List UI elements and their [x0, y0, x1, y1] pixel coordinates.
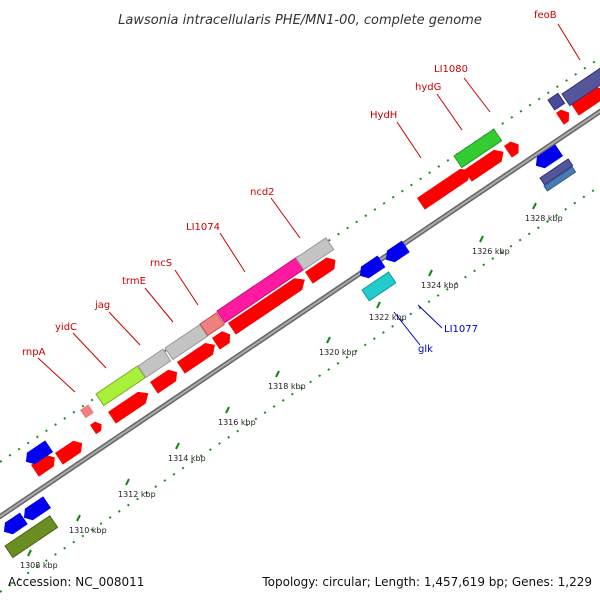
feature-jag-gray[interactable] [137, 348, 172, 379]
accession-label: Accession: NC_008011 [8, 575, 144, 589]
ruler-tick-mark [125, 478, 130, 486]
ruler-tick-label: 1320 kbp [319, 348, 357, 357]
cds-arrow-forward-13[interactable] [571, 83, 600, 116]
cds-arrow-forward-11[interactable] [504, 139, 523, 158]
gene-label-feob[interactable]: feoB [534, 10, 557, 21]
ruler-tick-mark [275, 370, 280, 378]
ruler-tick-mark [479, 235, 484, 243]
gene-label-hydh[interactable]: HydH [370, 110, 397, 121]
feature-olive[interactable] [4, 515, 59, 559]
gene-label-li1080[interactable]: LI1080 [434, 64, 468, 75]
ruler-track: 1308 kbp 1310 kbp 1312 kbp 1314 kbp 1316 kbp… [0, 185, 600, 593]
ruler-tick-label: 1316 kbp [218, 418, 256, 427]
cds-arrow-reverse-2[interactable] [0, 512, 28, 538]
ruler-tick-mark [428, 269, 433, 277]
label-callout-lines-reverse [393, 304, 443, 346]
label-callout-lines [37, 23, 581, 393]
ruler-tick-label: 1310 kbp [69, 526, 107, 535]
gene-label-ncd2[interactable]: ncd2 [250, 187, 275, 198]
ruler-tick-label: 1328 kbp [525, 214, 563, 223]
feature-rncS-pink[interactable] [199, 312, 226, 337]
cds-arrow-forward-10[interactable] [464, 146, 507, 182]
ruler-tick-mark [532, 202, 537, 210]
feature-hydG-green[interactable] [453, 128, 503, 169]
cds-arrow-forward-7[interactable] [228, 274, 309, 335]
ruler-tick-label: 1318 kbp [268, 382, 306, 391]
ruler-tick-mark [175, 442, 180, 450]
map-title: Lawsonia intracellularis PHE/MN1-00, com… [118, 13, 482, 28]
cds-arrow-forward-5[interactable] [177, 339, 219, 374]
cds-arrow-reverse-5[interactable] [382, 240, 410, 266]
feature-ncd2-gray[interactable] [295, 237, 335, 271]
feature-navy-lower[interactable] [539, 158, 574, 186]
ruler-tick-mark [225, 406, 230, 414]
gene-label-rncs[interactable]: rncS [150, 258, 172, 269]
gene-label-yidc[interactable]: yidC [55, 322, 77, 333]
ruler-tick-mark [376, 301, 381, 309]
feature-small-navy[interactable] [547, 92, 566, 111]
cds-arrow-reverse-6[interactable] [532, 144, 564, 171]
cds-arrow-reverse-4[interactable] [356, 255, 386, 281]
gene-features [0, 67, 600, 559]
cds-arrow-forward-3[interactable] [55, 437, 86, 465]
genome-backbone [0, 108, 600, 520]
ruler-tick-label: 1324 kbp [421, 281, 459, 290]
cds-arrow-forward-2[interactable] [31, 452, 59, 477]
genome-summary-label: Topology: circular; Length: 1,457,619 bp… [261, 575, 592, 589]
gene-label-li1077[interactable]: LI1077 [444, 324, 478, 335]
cds-arrow-forward-8[interactable] [305, 254, 339, 284]
gene-label-rnpa[interactable]: rnpA [22, 347, 46, 358]
cds-arrow-forward-1[interactable] [108, 387, 152, 424]
cds-arrow-forward-12[interactable] [556, 107, 573, 125]
ruler-tick-label: 1308 kbp [20, 561, 58, 570]
ruler-tick-mark [76, 514, 81, 522]
ruler-tick-labels: 1308 kbp 1310 kbp 1312 kbp 1314 kbp 1316 kbp… [20, 202, 563, 570]
cds-arrow-forward-9[interactable] [417, 164, 475, 210]
cds-arrow-forward-small[interactable] [90, 419, 104, 435]
cds-arrow-forward-4[interactable] [150, 366, 181, 394]
feature-rnpA-pink[interactable] [80, 404, 94, 419]
gene-label-trme[interactable]: trmE [122, 276, 146, 287]
ruler-tick-label: 1314 kbp [168, 454, 206, 463]
ruler-tick-mark [27, 549, 32, 557]
ruler-tick-label: 1312 kbp [118, 490, 156, 499]
ruler-tick-mark [326, 336, 331, 344]
feature-steelblue-lower[interactable] [543, 166, 577, 192]
cds-arrow-reverse-1[interactable] [22, 440, 54, 467]
cds-arrow-reverse-3[interactable] [20, 496, 52, 523]
feature-glk-cyan[interactable] [361, 271, 397, 302]
gene-label-jag[interactable]: jag [94, 300, 110, 311]
gene-labels: rnpA yidC jag trmE rncS LI1074 ncd2 HydH hydG LI1… [22, 10, 557, 358]
ruler-tick-label: 1326 kbp [472, 247, 510, 256]
gene-label-glk[interactable]: glk [418, 344, 433, 355]
ruler-tick-label: 1322 kbp [369, 313, 407, 322]
gene-label-hydg[interactable]: hydG [415, 82, 441, 93]
cds-arrow-forward-6[interactable] [212, 328, 234, 350]
feature-feoB-navy[interactable] [561, 67, 600, 107]
gene-label-li1074[interactable]: LI1074 [186, 222, 220, 233]
